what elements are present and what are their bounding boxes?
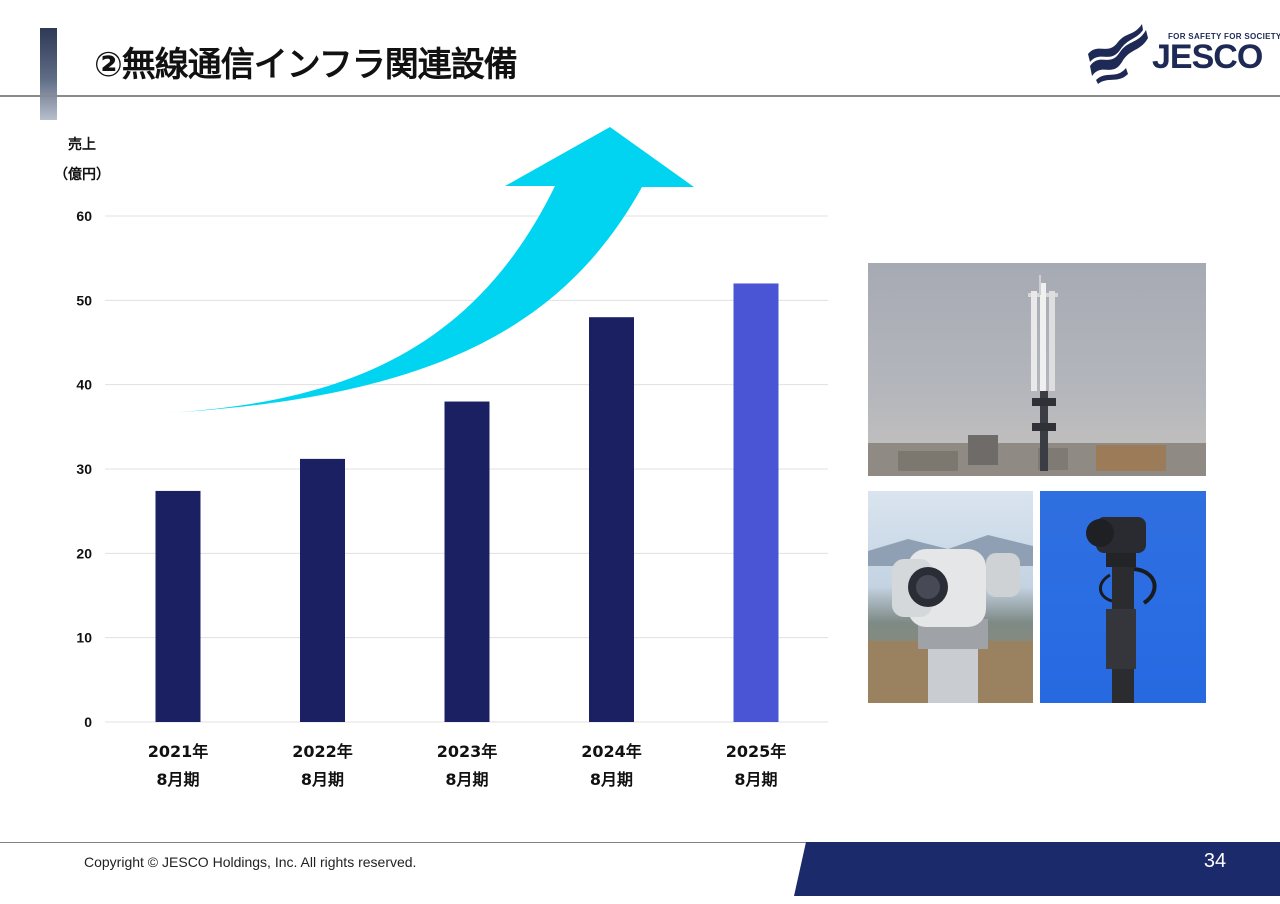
y-tick-label: 40 <box>76 377 92 393</box>
jesco-logo: FOR SAFETY FOR SOCIETY JESCO <box>1086 22 1280 84</box>
pole-mounted-camera-photo <box>1040 491 1206 703</box>
jesco-wave-logo-icon <box>1088 24 1148 84</box>
y-tick-label: 20 <box>76 545 92 561</box>
copyright-notice: Copyright © JESCO Holdings, Inc. All rig… <box>84 854 417 870</box>
x-tick-label: 2022年 <box>292 742 353 761</box>
y-tick-label: 0 <box>84 714 92 730</box>
x-tick-label: 8月期 <box>445 770 488 789</box>
page-number: 34 <box>1203 850 1227 872</box>
bar-5 <box>733 283 779 722</box>
x-tick-label: 2025年 <box>726 742 787 761</box>
y-tick-label: 30 <box>76 461 92 477</box>
bar-3 <box>444 401 490 722</box>
x-tick-labels: 2021年 8月期 2022年 8月期 2023年 8月期 2024年 8月期 2025年 8月期 <box>148 742 787 789</box>
antenna-tower-photo <box>868 263 1206 476</box>
y-axis-label: 売上 （億円） <box>52 130 112 190</box>
x-tick-label: 8月期 <box>590 770 633 789</box>
y-tick-label: 10 <box>76 630 92 646</box>
camera-illustration <box>868 535 1033 703</box>
growth-arrow <box>150 127 694 414</box>
title-divider <box>0 95 1280 97</box>
x-tick-label: 8月期 <box>734 770 777 789</box>
page-title: ②無線通信インフラ関連設備 <box>94 45 518 85</box>
bar-2 <box>300 458 345 722</box>
logo-wordmark: JESCO <box>1152 38 1263 76</box>
x-tick-label: 8月期 <box>301 770 344 789</box>
y-tick-label: 50 <box>76 292 92 308</box>
bar-4 <box>589 317 634 722</box>
title-accent-bar <box>40 28 57 120</box>
y-axis-label-line1: 売上 <box>68 137 96 153</box>
antenna-tower-illustration <box>868 275 1206 476</box>
x-tick-label: 2024年 <box>581 742 642 761</box>
x-tick-label: 8月期 <box>156 770 199 789</box>
footer-band <box>0 842 1280 896</box>
y-axis-label-line2: （億円） <box>54 167 110 183</box>
bars <box>155 283 779 722</box>
pole-camera-illustration <box>1086 517 1157 703</box>
x-tick-label: 2023年 <box>437 742 498 761</box>
surveillance-camera-photo <box>868 491 1033 703</box>
x-tick-label: 2021年 <box>148 742 209 761</box>
logo-tagline: FOR SAFETY FOR SOCIETY <box>1168 32 1280 41</box>
bar-1 <box>155 490 201 722</box>
y-tick-label: 60 <box>76 208 92 224</box>
y-tick-labels: 0 10 20 30 40 50 60 <box>76 208 92 730</box>
growth-arrow-icon <box>150 127 694 414</box>
